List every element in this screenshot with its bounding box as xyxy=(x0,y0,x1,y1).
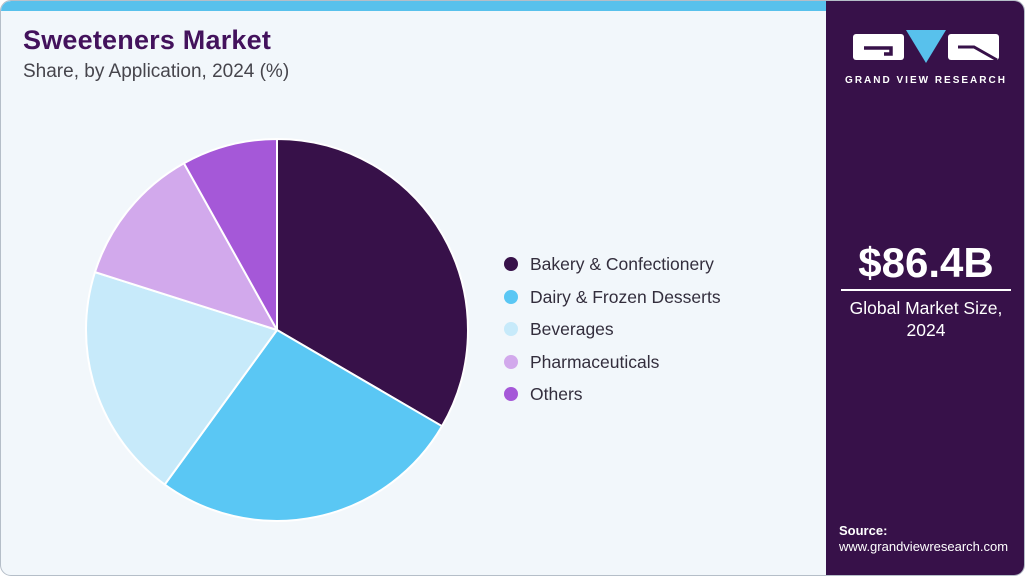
source-url: www.grandviewresearch.com xyxy=(839,539,1009,554)
legend-item-beverages: Beverages xyxy=(504,319,721,339)
legend-label: Others xyxy=(530,384,583,404)
source-label: Source: xyxy=(839,523,888,538)
chart-header: Sweeteners Market Share, by Application,… xyxy=(23,25,289,83)
pie-slice-pharmaceuticals xyxy=(93,162,278,331)
page-subtitle: Share, by Application, 2024 (%) xyxy=(23,61,290,82)
legend-item-pharmaceuticals: Pharmaceuticals xyxy=(504,352,721,372)
gvr-logo-icon xyxy=(853,30,999,63)
legend-item-others: Others xyxy=(504,384,721,404)
logo-r-glyph xyxy=(958,45,998,62)
legend-item-dairy-frozen-desserts: Dairy & Frozen Desserts xyxy=(504,287,721,307)
accent-topbar xyxy=(1,1,826,11)
logo-block: GRAND VIEW RESEARCH xyxy=(826,29,1024,86)
logo-v-triangle xyxy=(906,30,946,63)
market-size-caption: Global Market Size, 2024 xyxy=(849,298,1003,340)
legend-dot-icon xyxy=(504,289,518,304)
chart-legend: Bakery & Confectionery Dairy & Frozen Des… xyxy=(504,254,721,404)
legend-label: Pharmaceuticals xyxy=(530,351,660,372)
market-size-value: $86.4B xyxy=(858,239,994,286)
legend-dot-icon xyxy=(504,387,518,401)
pie-chart xyxy=(85,138,469,522)
legend-item-bakery-confectionery: Bakery & Confectionery xyxy=(504,254,721,274)
pie-slice-others xyxy=(182,138,278,331)
legend-dot-icon xyxy=(504,257,518,271)
legend-dot-icon xyxy=(504,354,518,369)
market-size-divider xyxy=(841,289,1011,291)
market-size-block: $86.4B Global Market Size, 2024 xyxy=(826,239,1024,341)
pie-slice-bakery-confectionery xyxy=(276,138,469,428)
brand-name: GRAND VIEW RESEARCH xyxy=(845,75,1007,86)
pie-slice-dairy-frozen-desserts xyxy=(163,329,444,522)
legend-dot-icon xyxy=(504,322,518,336)
legend-label: Dairy & Frozen Desserts xyxy=(530,286,721,307)
sidebar-panel: GRAND VIEW RESEARCH $86.4B Global Market… xyxy=(826,1,1024,575)
legend-label: Beverages xyxy=(530,319,614,339)
pie-slice-beverages xyxy=(85,271,278,486)
logo-g-glyph xyxy=(864,46,893,56)
legend-label: Bakery & Confectionery xyxy=(530,254,714,274)
page-title: Sweeteners Market xyxy=(23,25,272,55)
source-block: Source: www.grandviewresearch.com xyxy=(839,523,1008,555)
